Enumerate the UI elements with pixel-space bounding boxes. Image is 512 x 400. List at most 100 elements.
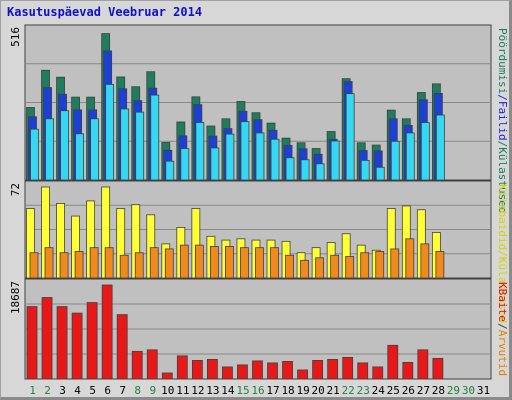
bar-top-hits-17 [270,138,280,181]
x-tick-label-31: 31 [477,384,490,397]
x-tick-label-30: 30 [462,384,475,397]
bar-bottom-bytes-19 [297,369,308,380]
bar-top-hits-8 [135,111,145,181]
bar-middle-hosts-16 [255,247,264,279]
bar-middle-hosts-22 [345,256,355,279]
bar-top-hits-14 [225,133,235,181]
right-label-kilobytes: Kilobaidid [496,184,509,250]
right-label-hits: /Külastused [496,141,509,214]
bar-bottom-bytes-5 [86,302,98,380]
bar-middle-hosts-9 [149,247,159,279]
right-label-kbaite: KBaite [496,282,509,322]
bar-middle-hosts-12 [194,244,204,279]
bar-middle-hosts-14 [225,246,234,279]
bar-middle-hosts-1 [29,252,39,279]
panel-bottom: 18687 KBaite [9,278,509,380]
bar-bottom-bytes-2 [41,297,53,380]
bar-bottom-bytes-25 [387,344,399,380]
x-tick-label-18: 18 [281,384,294,397]
x-tick-label-23: 23 [357,384,370,397]
bar-middle-hosts-15 [240,247,249,279]
bar-bottom-bytes-13 [206,358,218,380]
x-tick-label-1: 1 [29,384,36,397]
bar-top-hits-19 [300,159,310,181]
bar-bottom-bytes-11 [176,355,188,380]
bar-top-hits-20 [315,163,325,181]
x-tick-label-15: 15 [236,384,249,397]
bar-top-hits-22 [345,93,355,181]
chart-title: Kasutuspäevad Veebruar 2014 [7,5,203,19]
x-tick-label-4: 4 [74,384,81,397]
bar-top-hits-18 [285,157,295,181]
bar-bottom-bytes-15 [237,364,248,380]
bar-middle-hosts-4 [74,251,84,279]
bar-top-hits-1 [30,128,39,181]
bar-bottom-bytes-17 [267,362,278,380]
bar-bottom-bytes-18 [282,360,293,380]
bar-middle-hosts-10 [164,248,174,279]
bar-bottom-bytes-20 [312,359,324,380]
bar-top-hits-2 [45,118,54,181]
bar-top-hits-5 [90,118,100,181]
x-tick-label-26: 26 [402,384,415,397]
bar-top-hits-24 [375,166,385,181]
bar-bottom-bytes-9 [146,349,158,380]
x-tick-label-29: 29 [447,384,460,397]
bar-middle-hosts-18 [285,254,294,279]
x-tick-label-17: 17 [266,384,279,397]
bar-middle-hosts-25 [390,248,400,279]
x-tick-label-14: 14 [221,384,235,397]
bar-middle-hosts-7 [119,254,129,279]
bar-middle-hosts-11 [179,244,189,279]
x-tick-label-19: 19 [296,384,309,397]
bar-top-hits-23 [360,159,370,181]
right-label-sep: / [496,323,509,330]
bar-bottom-bytes-24 [372,366,384,380]
x-tick-label-13: 13 [206,384,219,397]
panel-middle-ymax-label: 72 [9,183,22,196]
x-tick-label-24: 24 [372,384,386,397]
bar-top-hits-21 [330,140,340,181]
bar-bottom-bytes-10 [161,372,173,380]
panel-top-right-labels: Pöördumisi/Failid/Külastused [496,28,509,213]
panel-top-ymax-label: 516 [9,27,22,47]
bar-middle-hosts-2 [44,247,54,279]
bar-middle-hosts-28 [435,251,445,279]
bar-middle-hosts-26 [405,238,415,279]
bar-top-hits-27 [420,122,430,181]
bar-middle-hosts-3 [59,252,69,279]
bar-bottom-bytes-28 [432,357,444,380]
x-tick-label-5: 5 [89,384,96,397]
bar-middle-hosts-21 [330,254,340,279]
panel-bottom-right-labels: KBaite [496,282,509,322]
bar-top-hits-7 [120,108,130,181]
bar-bottom-bytes-21 [327,358,339,380]
bar-bottom-bytes-27 [417,349,429,380]
x-tick-label-25: 25 [387,384,400,397]
right-label-computers: Arvutid [496,330,509,376]
x-tick-label-9: 9 [149,384,156,397]
bar-middle-hosts-19 [300,259,309,279]
x-tick-label-27: 27 [417,384,430,397]
x-tick-label-16: 16 [251,384,264,397]
bar-middle-hosts-24 [375,251,385,279]
x-tick-label-11: 11 [176,384,189,397]
x-tick-label-21: 21 [327,384,340,397]
x-tick-label-7: 7 [119,384,126,397]
x-tick-label-20: 20 [312,384,325,397]
bar-top-hits-10 [165,160,175,181]
bar-top-hits-12 [195,122,205,181]
bar-bottom-bytes-26 [402,362,414,380]
bar-top-hits-4 [75,133,84,181]
bar-top-hits-3 [60,110,69,181]
bar-middle-hosts-20 [315,257,325,279]
bar-top-hits-9 [150,94,160,181]
bar-middle-hosts-27 [420,243,430,279]
x-tick-label-10: 10 [161,384,174,397]
bar-middle-hosts-13 [209,246,219,279]
bar-top-hits-16 [255,132,265,181]
bar-middle-hosts-17 [270,247,279,279]
bar-top-hits-6 [105,84,115,181]
